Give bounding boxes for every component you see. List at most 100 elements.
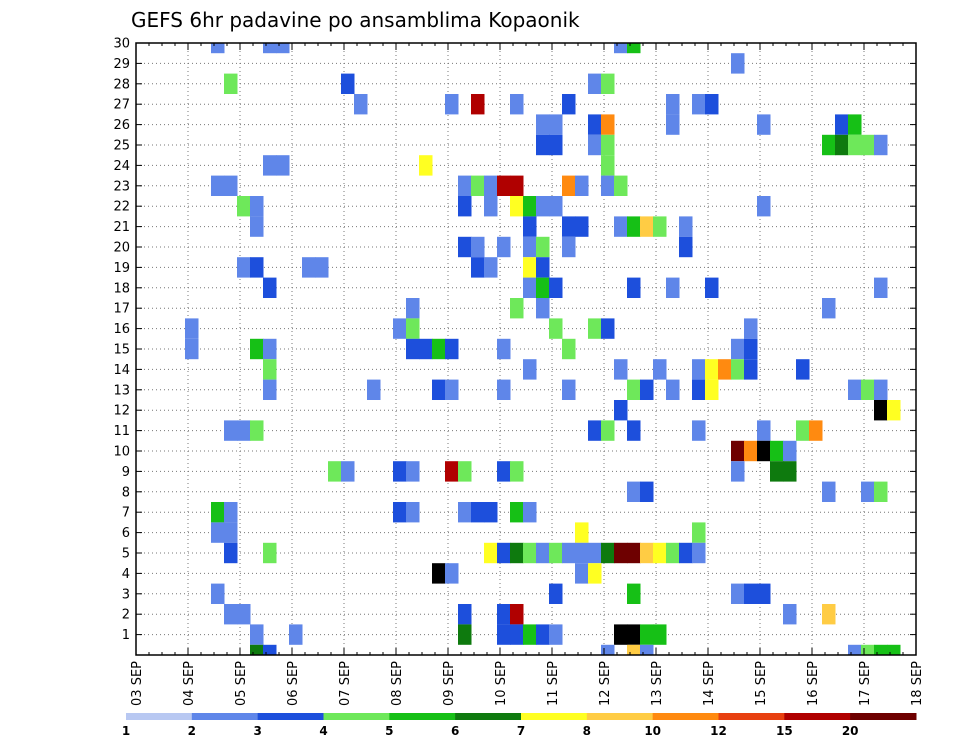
heatmap-cell	[562, 236, 576, 258]
y-tick-label: 4	[122, 567, 130, 582]
heatmap-cell	[445, 379, 459, 400]
y-tick-label: 28	[113, 77, 130, 92]
heatmap-cell	[562, 542, 576, 564]
x-tick-label: 11 SEP	[546, 661, 561, 706]
colorbar-swatch	[191, 713, 259, 720]
colorbar-swatch	[784, 713, 851, 720]
heatmap-cell	[770, 440, 784, 462]
heatmap-cell	[744, 440, 758, 462]
heatmap-cell	[627, 216, 641, 237]
heatmap-cell	[601, 420, 615, 441]
heatmap-cell	[549, 114, 563, 135]
heatmap-cell	[341, 73, 355, 94]
heatmap-cell	[263, 644, 277, 655]
heatmap-cell	[653, 624, 667, 645]
y-tick-label: 25	[113, 139, 130, 154]
heatmap-cell	[484, 542, 498, 564]
heatmap-cell	[692, 522, 706, 543]
heatmap-cell	[185, 318, 199, 339]
heatmap-cell	[471, 502, 485, 523]
heatmap-cell	[419, 338, 433, 360]
y-tick-label: 19	[113, 261, 130, 276]
colorbar-swatch	[850, 713, 917, 720]
heatmap-cell	[250, 644, 264, 655]
heatmap-cell	[536, 257, 550, 278]
heatmap-cell	[497, 175, 511, 196]
heatmap-cell	[601, 134, 615, 156]
heatmap-cell	[367, 379, 381, 400]
heatmap-cell	[627, 481, 641, 502]
heatmap-cell	[627, 43, 641, 54]
heatmap-cell	[224, 502, 238, 523]
heatmap-cell	[458, 604, 472, 625]
colorbar-label: 8	[583, 724, 591, 738]
colorbar-swatch	[257, 713, 324, 720]
heatmap-cell	[237, 257, 251, 278]
heatmap-cell	[419, 155, 433, 176]
colorbar-swatch	[521, 713, 588, 720]
heatmap-cell	[549, 583, 563, 604]
heatmap-cell	[510, 94, 524, 115]
heatmap-cell	[757, 440, 771, 462]
heatmap-cell	[562, 94, 576, 115]
heatmap-cell	[679, 236, 693, 258]
heatmap-cell	[666, 542, 680, 564]
heatmap-cell	[510, 604, 524, 625]
heatmap-cell	[406, 298, 420, 319]
heatmap-cell	[666, 114, 680, 135]
heatmap-cell	[627, 583, 641, 604]
heatmap-cell	[458, 196, 472, 217]
colorbar-swatch	[652, 713, 719, 720]
colorbar-label: 6	[451, 724, 459, 738]
heatmap-cell	[692, 379, 706, 400]
heatmap-cell	[653, 216, 667, 237]
heatmap-cell	[406, 338, 420, 360]
heatmap-cell	[575, 563, 589, 584]
colorbar-label: 12	[710, 724, 727, 738]
heatmap-cell	[536, 298, 550, 319]
x-tick-label: 03 SEP	[130, 661, 145, 706]
heatmap-cell	[705, 277, 719, 298]
heatmap-cell	[263, 155, 277, 176]
heatmap-cell	[562, 216, 576, 237]
heatmap-cell	[783, 604, 797, 625]
heatmap-cell	[471, 257, 485, 278]
heatmap-cell	[523, 216, 537, 237]
heatmap-cell	[536, 236, 550, 258]
y-tick-label: 18	[113, 281, 130, 296]
heatmap-cell	[224, 175, 238, 196]
heatmap-cell	[302, 257, 316, 278]
chart-title: GEFS 6hr padavine po ansamblima Kopaonik	[131, 8, 580, 32]
y-tick-label: 27	[113, 98, 130, 113]
heatmap-cell	[640, 216, 654, 237]
heatmap-cell	[783, 440, 797, 462]
heatmap-cell	[601, 73, 615, 94]
heatmap-cell	[874, 134, 888, 156]
y-tick-label: 20	[113, 241, 130, 256]
heatmap-cell	[393, 502, 407, 523]
heatmap-cell	[289, 624, 303, 645]
colorbar-swatch	[455, 713, 522, 720]
heatmap-cell	[614, 175, 628, 196]
heatmap-cell	[757, 114, 771, 135]
heatmap-cell	[861, 644, 875, 655]
heatmap-cell	[588, 420, 602, 441]
heatmap-cell	[250, 420, 264, 441]
heatmap-cell	[614, 400, 628, 421]
heatmap-cell	[653, 359, 667, 380]
heatmap-cell	[523, 196, 537, 217]
heatmap-cell	[731, 461, 745, 482]
heatmap-cell	[588, 542, 602, 564]
heatmap-cell	[484, 257, 498, 278]
x-tick-label: 13 SEP	[650, 661, 665, 706]
y-tick-label: 3	[122, 587, 130, 602]
heatmap-cell	[510, 461, 524, 482]
heatmap-cell	[458, 624, 472, 645]
y-tick-label: 23	[113, 179, 130, 194]
heatmap-cell	[874, 400, 888, 421]
heatmap-cell	[627, 644, 641, 655]
x-tick-label: 18 SEP	[910, 661, 925, 706]
heatmap-cell	[263, 542, 277, 564]
heatmap-cell	[627, 277, 641, 298]
heatmap-cell	[458, 236, 472, 258]
